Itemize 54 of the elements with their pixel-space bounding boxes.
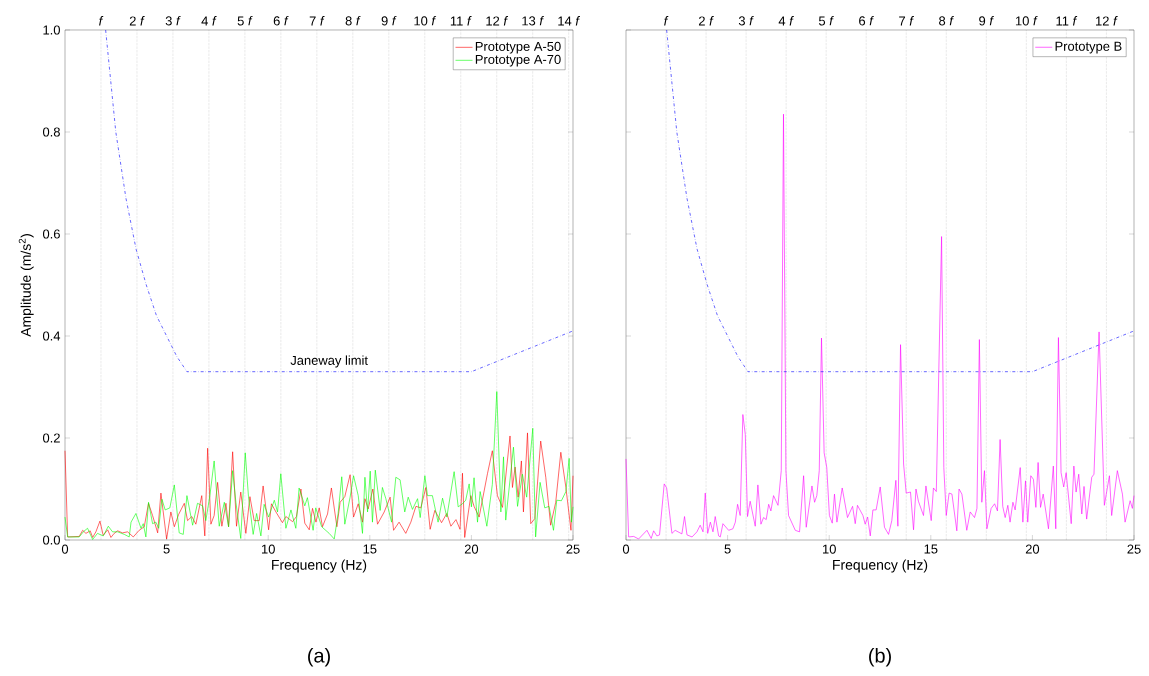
x2-tick-label: 2 f (129, 16, 145, 26)
x2-tick-label: 9 f (979, 15, 995, 26)
x2-tick-label: 6 f (273, 15, 289, 26)
x-tick-label: 15 (924, 544, 938, 554)
x-tick-label: 10 (822, 544, 836, 554)
x2-tick-label: 3 f (738, 15, 754, 26)
text: (a) (308, 648, 330, 667)
y-tick-label: 1.0 (43, 25, 60, 35)
x2-tick-label: 4 f (778, 16, 794, 26)
line-series (105, 29, 574, 372)
x2-tick-label: 5 f (818, 15, 834, 26)
x2-tick-label: 10 f (414, 15, 437, 26)
x2-tick-label: 4 f (201, 16, 217, 26)
x-tick-label: 25 (566, 544, 580, 554)
x2-tick-label: 12 f (1096, 16, 1118, 26)
x-tick-label: 20 (464, 544, 479, 554)
x2-tick-label: 3 f (165, 15, 181, 26)
x-axis-title: Frequency (Hz) (272, 559, 367, 573)
x2-tick-label: 9 f (381, 15, 397, 26)
text: (b) (869, 648, 891, 667)
x-tick-label: 15 (363, 544, 377, 554)
x2-tick-label: 8 f (345, 15, 361, 26)
x2-tick-label: 7 f (309, 16, 325, 26)
y-tick-label: 0.8 (42, 127, 60, 137)
x-tick-label: 10 (261, 544, 275, 554)
x-tick-label: 25 (1127, 544, 1141, 554)
x2-tick-label: 8 f (939, 15, 955, 26)
y-tick-label: 0.0 (42, 535, 60, 545)
x2-tick-label: f (99, 16, 104, 26)
x2-tick-label: 11 f (1056, 16, 1078, 26)
legend-label: Prototype A-50 (475, 41, 561, 54)
x-axis-title: Frequency (Hz) (833, 559, 928, 573)
x2-tick-label: f (664, 16, 669, 26)
y-axis-title: Amplitude (m/s$^{2}$) (18, 234, 34, 337)
x2-tick-label: 10 f (1015, 15, 1038, 26)
x2-tick-label: 6 f (859, 15, 874, 26)
x2-tick-label: 2 f (698, 16, 714, 26)
y-tick-label: 0.2 (42, 433, 60, 443)
legend-label: Prototype B (1055, 41, 1122, 54)
x2-tick-label: 5 f (237, 15, 253, 26)
x2-tick-label: 11 f (450, 16, 472, 26)
x-tick-label: 5 (724, 544, 731, 554)
x2-tick-label: 13 f (522, 15, 545, 26)
x-tick-label: 5 (163, 544, 170, 554)
x2-tick-label: 14 f (558, 16, 581, 26)
x-tick-label: 20 (1025, 544, 1040, 554)
x2-tick-label: 12 f (486, 16, 509, 26)
x2-tick-label: 7 f (899, 16, 914, 26)
y-tick-label: 0.4 (42, 331, 61, 341)
series-label: Janeway limit (290, 355, 368, 368)
legend-label: Prototype A-70 (475, 54, 561, 67)
y-tick-label: 0.6 (42, 229, 60, 239)
x-tick-label: 0 (61, 544, 69, 554)
x-tick-label: 0 (622, 544, 630, 554)
